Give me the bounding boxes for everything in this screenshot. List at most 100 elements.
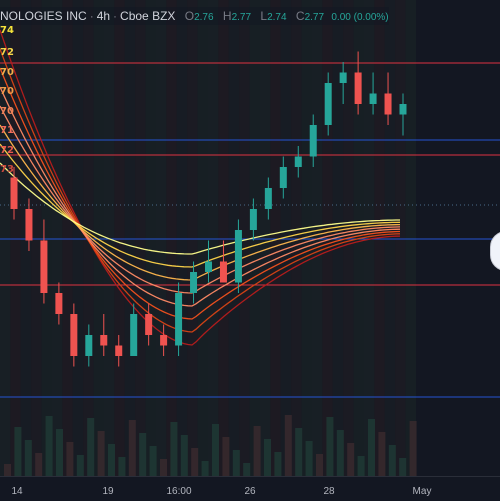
bg-stripe bbox=[332, 0, 344, 476]
volume-bar bbox=[347, 443, 355, 476]
symbol-header: NOLOGIES INC · 4h · Cboe BZX O2.76 H2.77 L2.… bbox=[0, 7, 389, 25]
candle-body bbox=[55, 293, 63, 314]
change-value: 0.00 (0.00%) bbox=[331, 12, 389, 23]
exchange-label: Cboe BZX bbox=[120, 9, 176, 23]
high-value: 2.77 bbox=[231, 12, 252, 23]
candle-body bbox=[85, 335, 93, 356]
bg-stripe bbox=[124, 0, 136, 476]
volume-bar bbox=[378, 432, 386, 476]
ma-label-7: 72 bbox=[0, 145, 14, 156]
volume-bar bbox=[336, 430, 344, 476]
bg-stripe bbox=[10, 0, 21, 476]
candle-body bbox=[40, 240, 48, 293]
volume-bar bbox=[201, 461, 209, 476]
price-chart[interactable] bbox=[0, 0, 500, 476]
bg-stripe bbox=[72, 0, 84, 476]
bg-stripe bbox=[260, 0, 271, 476]
bg-stripe bbox=[166, 0, 177, 476]
bg-stripe bbox=[384, 0, 396, 476]
candle-body bbox=[175, 293, 183, 346]
bg-stripe bbox=[228, 0, 240, 476]
bg-stripe bbox=[156, 0, 167, 476]
bg-stripe bbox=[280, 0, 292, 476]
volume-bar bbox=[97, 431, 105, 476]
bg-stripe bbox=[239, 0, 250, 476]
bg-stripe bbox=[187, 0, 198, 476]
volume-bar bbox=[295, 428, 303, 476]
moving-average-line bbox=[0, 105, 401, 294]
low-value: 2.74 bbox=[267, 12, 287, 23]
symbol-name[interactable]: NOLOGIES INC bbox=[0, 9, 87, 23]
candle-body bbox=[309, 125, 317, 157]
bg-stripe bbox=[312, 0, 323, 476]
candle-body bbox=[339, 72, 347, 83]
candle-body bbox=[70, 314, 78, 356]
candle-body bbox=[100, 335, 108, 346]
volume-bar bbox=[316, 454, 323, 476]
volume-bar bbox=[191, 448, 199, 476]
bg-stripe bbox=[145, 0, 156, 476]
volume-bar bbox=[388, 445, 396, 476]
volume-bar bbox=[232, 450, 240, 476]
candle-body bbox=[369, 93, 377, 104]
interval-label[interactable]: 4h bbox=[96, 9, 111, 23]
volume-bar bbox=[212, 424, 219, 476]
bg-stripe bbox=[208, 0, 219, 476]
candle-body bbox=[130, 314, 138, 356]
volume-bar bbox=[128, 420, 136, 476]
volume-bar bbox=[108, 444, 115, 476]
ma-label-2: 72 bbox=[0, 47, 14, 58]
bg-stripe bbox=[405, 0, 416, 476]
bg-stripe bbox=[31, 0, 42, 476]
candle-body bbox=[399, 104, 407, 115]
candle-body bbox=[219, 261, 227, 283]
bg-stripe bbox=[62, 0, 73, 476]
candle-body bbox=[115, 345, 123, 356]
bg-stripe bbox=[322, 0, 333, 476]
volume-bar bbox=[76, 455, 84, 476]
volume-bar bbox=[66, 442, 74, 476]
high-key: H bbox=[222, 9, 232, 23]
volume-bar bbox=[274, 452, 282, 476]
candle-body bbox=[384, 93, 392, 115]
time-axis[interactable]: 14 19 16:00 26 28 May bbox=[0, 476, 500, 501]
volume-bar bbox=[180, 435, 188, 476]
volume-bar bbox=[4, 464, 11, 476]
candle-body bbox=[279, 167, 287, 188]
bg-stripe bbox=[291, 0, 302, 476]
volume-bar bbox=[243, 463, 251, 476]
bg-stripe bbox=[0, 0, 11, 476]
ma-label-8: 73 bbox=[0, 164, 14, 175]
volume-bar bbox=[87, 418, 95, 476]
bg-stripe bbox=[135, 0, 146, 476]
moving-average-line bbox=[0, 48, 401, 333]
x-tick: 14 bbox=[11, 486, 23, 497]
candle-body bbox=[10, 177, 18, 209]
ma-label-6: 71 bbox=[0, 125, 14, 136]
volume-bar bbox=[284, 415, 292, 476]
open-key: O bbox=[184, 9, 195, 23]
close-value: 2.77 bbox=[304, 12, 325, 23]
bg-stripe bbox=[364, 0, 375, 476]
open-value: 2.76 bbox=[194, 12, 214, 23]
volume-bar bbox=[222, 437, 230, 476]
volume-bar bbox=[399, 458, 407, 476]
ma-label-3: 70 bbox=[0, 67, 14, 78]
volume-bar bbox=[160, 459, 167, 476]
x-tick: 28 bbox=[323, 486, 335, 497]
volume-bar bbox=[253, 426, 261, 476]
candle-body bbox=[160, 335, 168, 346]
volume-bar bbox=[326, 417, 334, 476]
volume-bar bbox=[368, 419, 375, 476]
chart-area[interactable]: NOLOGIES INC · 4h · Cboe BZX O2.76 H2.77 L2.… bbox=[0, 0, 500, 476]
x-tick: 26 bbox=[244, 486, 256, 497]
candle-body bbox=[205, 261, 212, 272]
volume-bar bbox=[149, 446, 157, 476]
bg-stripe bbox=[104, 0, 115, 476]
candle-body bbox=[234, 230, 242, 283]
volume-bar bbox=[305, 441, 313, 476]
volume-bar bbox=[139, 433, 147, 476]
x-tick: May bbox=[412, 486, 432, 497]
candle-body bbox=[25, 209, 33, 241]
bg-stripe bbox=[395, 0, 406, 476]
